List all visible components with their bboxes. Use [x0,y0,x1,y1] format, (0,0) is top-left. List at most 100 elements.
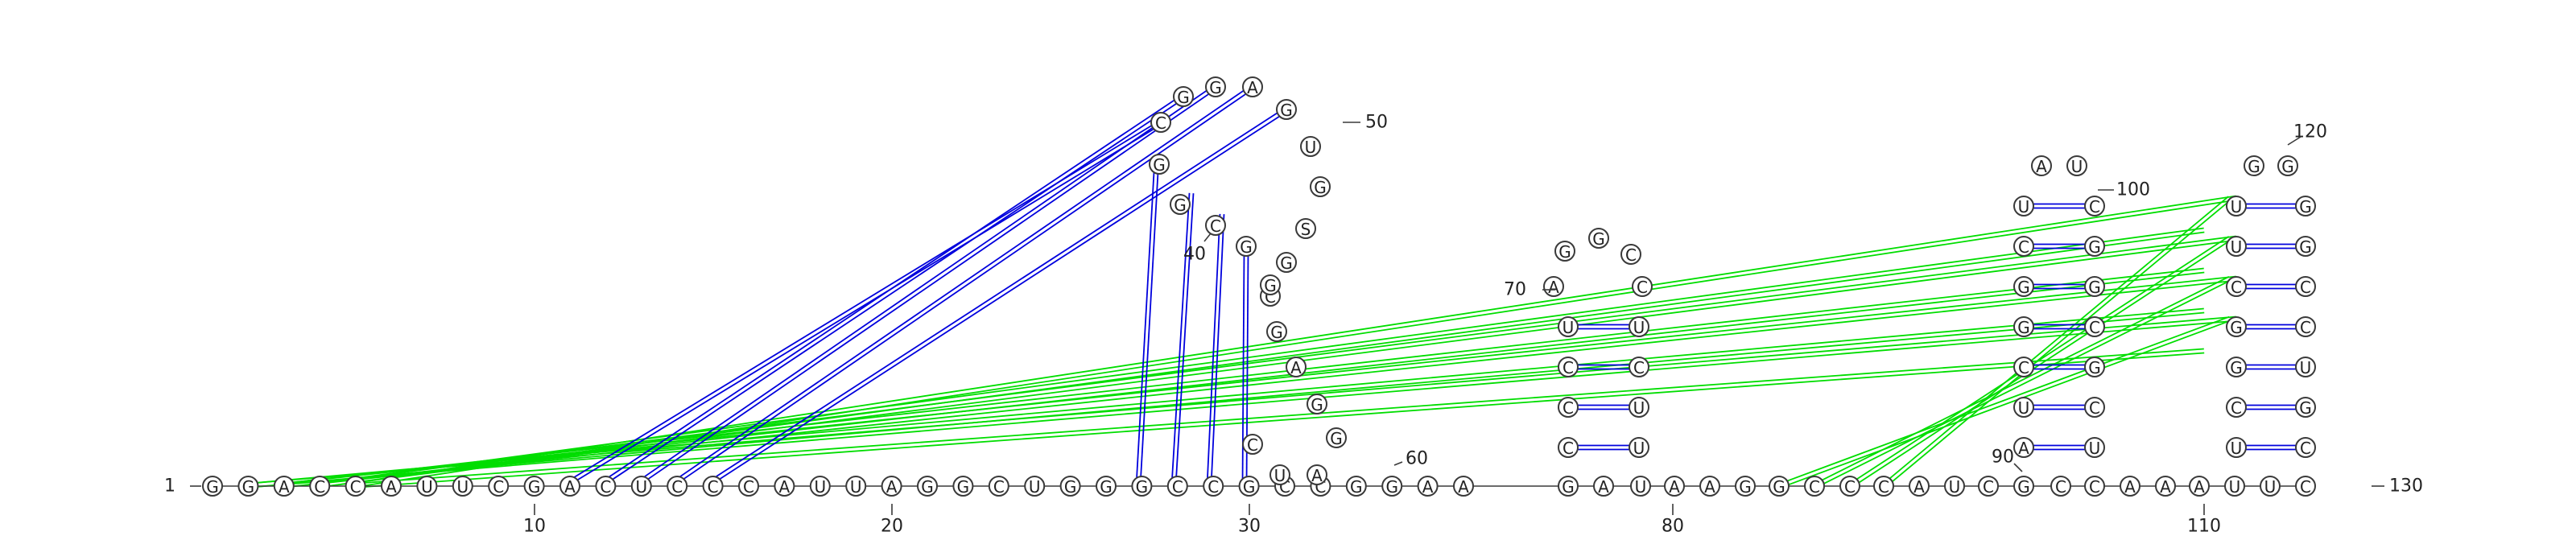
svg-text:C: C [1633,358,1645,377]
nucleotide: C [1873,476,1894,497]
nucleotide: U [845,476,867,497]
base-pair-line [1881,196,2229,485]
nucleotide: U [1300,136,1321,157]
tick-layer [190,122,2384,515]
svg-text:G: G [2299,237,2312,257]
nucleotide: G [2013,276,2034,297]
nucleotide: G [1260,274,1281,295]
base-pair-line [347,348,2204,485]
base-pair-line [668,85,1253,485]
svg-text:C: C [1878,477,1889,497]
base-pair-line [704,107,1286,485]
label-1: 1 [164,476,175,497]
svg-text:A: A [779,477,791,497]
nucleotide: G [202,476,223,497]
nucleotide: C [2050,476,2071,497]
svg-text:U: U [456,477,469,497]
svg-text:U: U [2089,439,2101,458]
svg-text:A: A [1704,477,1715,497]
base-pair-line [1139,172,1159,487]
nucleotide: U [2260,476,2281,497]
nucleotide: C [595,476,617,497]
svg-text:G: G [1264,276,1277,295]
svg-text:G: G [1177,88,1190,107]
label-110: 110 [2187,517,2221,536]
svg-text:G: G [1240,237,1253,257]
label-20: 20 [881,517,903,536]
nucleotide: U [809,476,831,497]
nucleotide: A [2155,476,2176,497]
base-pair-line [277,279,2237,489]
nucleotide: U [1629,397,1649,418]
nucleotide: G [1059,476,1081,497]
label-100: 100 [2116,180,2150,200]
svg-text:G: G [1311,395,1323,414]
svg-text:A: A [1311,466,1323,485]
svg-text:C: C [493,477,504,497]
svg-text:A: A [1598,477,1609,497]
svg-text:C: C [2089,318,2100,337]
svg-text:C: C [1809,477,1820,497]
nucleotide: A [1286,357,1307,377]
svg-text:G: G [2248,157,2260,176]
nucleotide: U [1558,316,1579,337]
label-40: 40 [1183,245,1206,265]
svg-text:C: C [2018,358,2029,377]
nucleotide: A [1242,76,1263,97]
nucleotide: G [2295,236,2316,257]
nucleotide: G [1326,427,1347,448]
svg-text:A: A [2036,157,2047,176]
nucleotide: C [2295,476,2316,497]
base-pair-line [1135,171,1155,486]
nucleotide: C [1150,112,1171,133]
svg-text:A: A [2124,477,2136,497]
svg-text:A: A [886,477,898,497]
nucleotide: A [1543,276,1564,297]
nucleotide: U [1629,316,1649,337]
nucleotide: A [1593,476,1614,497]
svg-text:G: G [528,477,541,497]
nucleotide: G [1170,194,1191,215]
svg-text:C: C [1983,477,1994,497]
svg-text:U: U [635,477,647,497]
label-130: 130 [2389,476,2423,497]
nucleotide: C [1839,476,1860,497]
nucleotide: C [2013,357,2034,377]
nucleotide: A [2031,155,2052,176]
svg-text:C: C [671,477,683,497]
label-70: 70 [1504,280,1526,300]
position-label-layer: 1 10 20 30 40 50 60 70 80 90 100 110 120… [164,113,2423,536]
nucleotide: C [2295,437,2316,458]
nucleotide: C [1558,397,1579,418]
base-pair-line [634,88,1217,489]
nucleotide: C [309,476,331,497]
base-pair-line [277,271,2205,489]
base-pair-line [597,94,1183,485]
svg-text:C: C [2300,477,2311,497]
nucleotide: U [2013,196,2034,216]
svg-text:U: U [814,477,826,497]
svg-text:G: G [2299,197,2312,216]
nucleotide: A [1664,476,1685,497]
svg-text:C: C [1155,113,1166,133]
nucleotide: G [1588,228,1609,249]
nucleotide: G [1205,76,1226,97]
base-pair-line [1779,320,2231,489]
svg-text:G: G [2088,237,2101,257]
svg-text:U: U [2231,237,2243,257]
svg-text:G: G [2299,398,2312,418]
base-pair-line [1850,239,2231,489]
nucleotide: G [1276,99,1297,120]
nucleotide: C [2084,316,2105,337]
nucleotide: C [1558,437,1579,458]
base-pair-line [242,320,2237,489]
svg-text:U: U [2229,477,2241,497]
svg-text:A: A [1290,358,1302,377]
nucleotide: G [2084,276,2105,297]
svg-text:G: G [1174,196,1187,215]
nucleotide: G [1735,476,1756,497]
nucleotide: C [345,476,366,497]
nucleotide: G [2295,397,2316,418]
svg-text:U: U [1633,318,1645,337]
svg-text:U: U [2231,197,2243,216]
